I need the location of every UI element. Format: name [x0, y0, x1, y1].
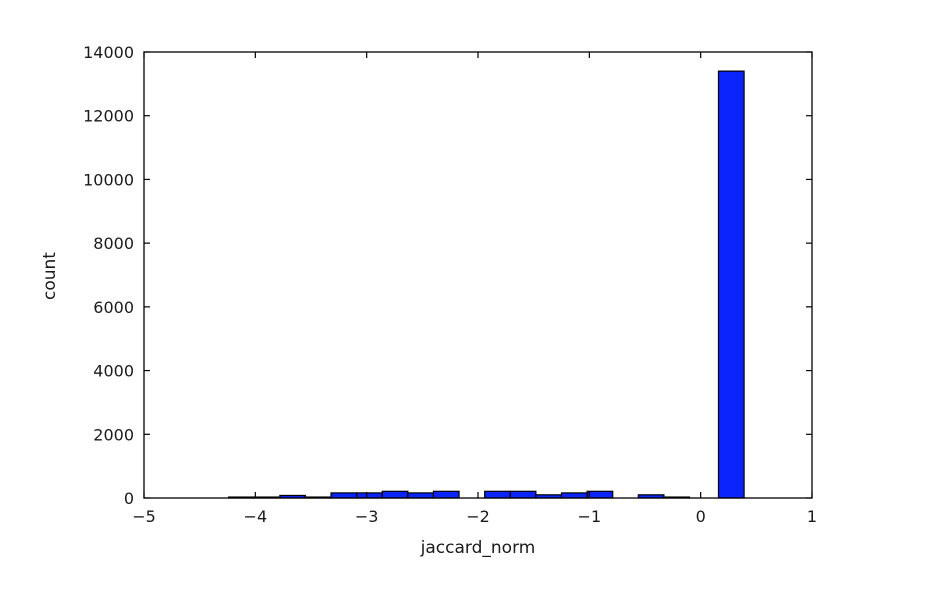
- y-tick-label-1: 2000: [93, 425, 134, 444]
- histogram-bar-14: [586, 490, 614, 499]
- histogram-bar-5: [356, 492, 383, 499]
- y-tick-label-3: 6000: [93, 298, 134, 317]
- histogram-bar-10: [484, 490, 511, 499]
- x-tick-label-6: 1: [807, 507, 817, 526]
- histogram-bar-6: [381, 490, 409, 499]
- y-tick-label-2: 4000: [93, 362, 134, 381]
- y-tick-label-5: 10000: [83, 170, 134, 189]
- tick-labels-group: −5 −4 −3 −2 −1 0 1 0 2000 4000 6000 8000 10000 12000 1…: [83, 43, 817, 526]
- histogram-bar-13: [560, 492, 588, 499]
- x-tick-label-5: 0: [696, 507, 706, 526]
- y-tick-label-7: 14000: [83, 43, 134, 62]
- bars-group: [228, 70, 745, 499]
- histogram-bar-19: [717, 70, 745, 499]
- histogram-bar-11: [509, 490, 537, 499]
- y-tick-label-4: 8000: [93, 234, 134, 253]
- y-tick-label-6: 12000: [83, 107, 134, 126]
- x-tick-label-4: −1: [578, 507, 602, 526]
- x-tick-label-2: −3: [355, 507, 379, 526]
- x-tick-label-3: −2: [466, 507, 490, 526]
- x-axis-label: jaccard_norm: [420, 538, 536, 558]
- plot-frame: [143, 51, 813, 499]
- histogram-bar-8: [432, 490, 460, 499]
- histogram-bar-7: [407, 492, 435, 499]
- x-tick-label-1: −4: [244, 507, 268, 526]
- y-axis-label: count: [40, 252, 60, 300]
- histogram-bar-4: [330, 492, 358, 499]
- x-tick-label-0: −5: [132, 507, 156, 526]
- ticks-group: [143, 51, 813, 499]
- y-tick-label-0: 0: [124, 489, 134, 508]
